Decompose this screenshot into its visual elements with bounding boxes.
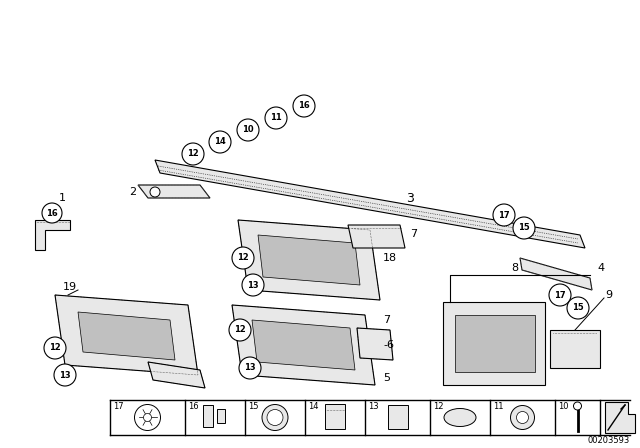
Circle shape [209, 131, 231, 153]
Circle shape [513, 217, 535, 239]
Bar [203, 405, 213, 427]
Circle shape [232, 247, 254, 269]
Polygon shape [252, 320, 355, 370]
Circle shape [265, 107, 287, 129]
Circle shape [493, 204, 515, 226]
Text: 13: 13 [247, 280, 259, 289]
Text: 3: 3 [406, 191, 414, 204]
Text: 5: 5 [383, 373, 390, 383]
Polygon shape [605, 402, 635, 433]
Text: 15: 15 [518, 224, 530, 233]
Bar [325, 405, 345, 430]
Text: -6: -6 [383, 340, 394, 350]
Bar [387, 405, 408, 430]
Text: 13: 13 [244, 363, 256, 372]
Circle shape [293, 95, 315, 117]
Polygon shape [238, 220, 380, 300]
Text: 12: 12 [234, 326, 246, 335]
Text: 10: 10 [558, 402, 568, 411]
Text: 12: 12 [49, 344, 61, 353]
Text: 16: 16 [46, 208, 58, 217]
Circle shape [242, 274, 264, 296]
Text: 12: 12 [433, 402, 444, 411]
Text: 7: 7 [410, 229, 417, 239]
Text: 11: 11 [270, 113, 282, 122]
Polygon shape [455, 315, 535, 372]
Text: 19: 19 [63, 282, 77, 292]
Text: 11: 11 [493, 402, 504, 411]
Text: 14: 14 [308, 402, 319, 411]
Circle shape [239, 357, 261, 379]
Circle shape [44, 337, 66, 359]
Polygon shape [148, 362, 205, 388]
Text: 17: 17 [498, 211, 510, 220]
Circle shape [511, 405, 534, 430]
Circle shape [567, 297, 589, 319]
Polygon shape [155, 160, 585, 248]
Text: 1: 1 [58, 193, 65, 203]
Polygon shape [443, 302, 545, 385]
Text: 15: 15 [572, 303, 584, 313]
Text: 17: 17 [554, 290, 566, 300]
Circle shape [573, 402, 582, 410]
Circle shape [237, 119, 259, 141]
Bar [217, 409, 225, 423]
Polygon shape [138, 185, 210, 198]
Polygon shape [78, 312, 175, 360]
Polygon shape [35, 220, 70, 250]
Text: 10: 10 [242, 125, 254, 134]
Text: 17: 17 [113, 402, 124, 411]
Text: 18: 18 [383, 253, 397, 263]
Text: 16: 16 [188, 402, 198, 411]
Circle shape [182, 143, 204, 165]
Circle shape [516, 412, 529, 423]
Text: 7: 7 [383, 315, 390, 325]
Circle shape [267, 409, 283, 426]
Text: 12: 12 [187, 150, 199, 159]
Circle shape [134, 405, 161, 431]
Text: 14: 14 [214, 138, 226, 146]
Circle shape [150, 187, 160, 197]
Circle shape [42, 203, 62, 223]
Circle shape [143, 414, 152, 422]
Text: 8: 8 [511, 263, 518, 273]
Text: 16: 16 [298, 102, 310, 111]
Polygon shape [520, 258, 592, 290]
Circle shape [262, 405, 288, 431]
Text: 13: 13 [59, 370, 71, 379]
Polygon shape [55, 295, 198, 375]
Text: 2: 2 [129, 187, 136, 197]
Circle shape [549, 284, 571, 306]
Text: 9: 9 [605, 290, 612, 300]
Circle shape [54, 364, 76, 386]
Text: 00203593: 00203593 [588, 436, 630, 445]
Ellipse shape [444, 409, 476, 426]
Polygon shape [232, 305, 375, 385]
Polygon shape [357, 328, 393, 360]
Polygon shape [550, 330, 600, 368]
Polygon shape [258, 235, 360, 285]
Circle shape [229, 319, 251, 341]
Text: 13: 13 [368, 402, 379, 411]
Polygon shape [348, 225, 405, 248]
Text: 4: 4 [597, 263, 604, 273]
Text: 12: 12 [237, 254, 249, 263]
Text: 15: 15 [248, 402, 259, 411]
